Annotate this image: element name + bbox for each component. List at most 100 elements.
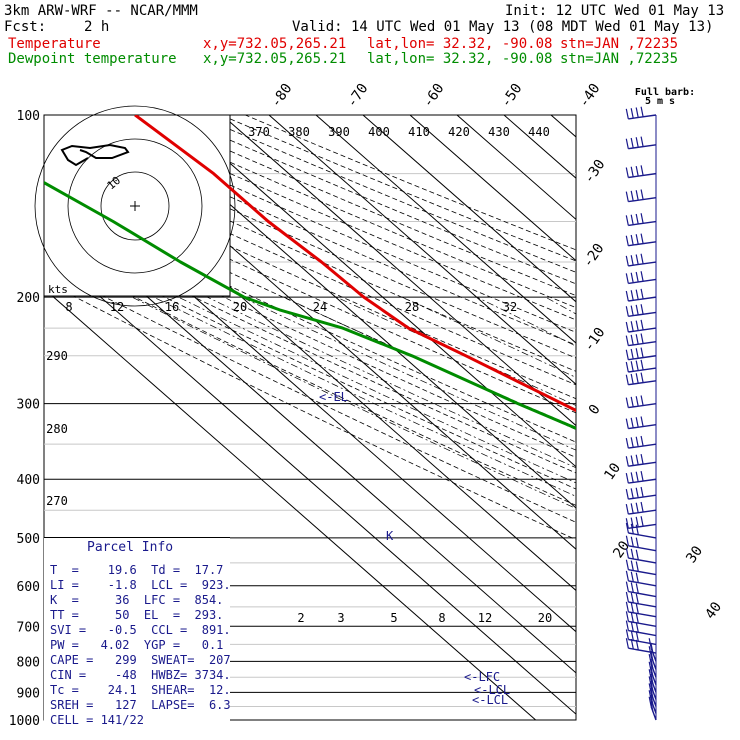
barb-flag: [648, 676, 652, 687]
isotherm-label: -50: [498, 81, 526, 111]
isotherm-label: -10: [581, 325, 609, 355]
barb-flag: [640, 470, 644, 482]
wind-barb: [625, 136, 657, 150]
barb-shaft: [628, 545, 657, 552]
barb-flag: [625, 349, 629, 360]
theta-label: 430: [488, 125, 510, 139]
barb-flag: [635, 631, 639, 642]
dry-adiabat-line: [44, 122, 576, 359]
barb-flag: [650, 650, 654, 662]
barb-flag: [630, 455, 634, 466]
wind-barb-units: 5 m s: [645, 96, 675, 107]
isotherm-line: [456, 115, 576, 221]
wind-barb: [625, 395, 657, 409]
barb-flag: [630, 592, 634, 603]
barb-flag: [630, 305, 634, 316]
wind-barb: [648, 690, 657, 714]
pressure-label: 600: [17, 580, 40, 595]
barb-flag: [625, 601, 629, 613]
speed-label: 8: [65, 300, 72, 314]
barb-flag: [640, 333, 644, 344]
barb-flag: [630, 255, 634, 266]
isotherm-label: -80: [268, 81, 296, 111]
barb-flag: [625, 335, 629, 346]
parcel-row-sreh: SREH = 127 LAPSE= 6.3: [50, 698, 231, 712]
wind-barb: [625, 165, 657, 179]
parcel-row-svi: SVI = -0.5 CCL = 891.: [50, 623, 231, 637]
wind-barb-label: Full barb:: [635, 87, 695, 98]
parcel-row-tt: TT = 50 EL = 293.: [50, 608, 224, 622]
moist-adiabat-line: [401, 296, 576, 378]
header-valid: Valid: 14 UTC Wed 01 May 13 (08 MDT Wed …: [292, 19, 714, 35]
mixing-ratio-label: 12: [478, 611, 492, 625]
wind-barb: [625, 559, 657, 576]
barb-flag: [630, 137, 634, 149]
dewpoint-xy: x,y=732.05,265.21: [203, 51, 347, 67]
dewpoint-stn: stn=JAN ,72235: [560, 51, 679, 67]
barb-flag: [640, 395, 644, 406]
wind-barb: [625, 213, 657, 227]
isotherm-label: -20: [580, 241, 608, 271]
hodograph-trace: [60, 143, 130, 167]
barb-flag: [630, 621, 634, 632]
barb-flag: [640, 516, 644, 527]
legend-dewpoint: Dewpoint temperature: [8, 51, 177, 67]
theta-side-label: 290: [46, 349, 68, 363]
barb-flag: [640, 189, 644, 200]
isotherm-line: [268, 115, 576, 385]
pressure-label: 700: [17, 620, 40, 635]
barb-flag: [625, 418, 629, 429]
barb-shaft: [628, 478, 657, 484]
barb-flag: [630, 321, 634, 332]
barb-flag: [630, 373, 634, 385]
barb-flag: [650, 687, 654, 699]
barb-flag: [635, 304, 639, 316]
barb-flag: [635, 603, 639, 614]
mixing-ratio-label: 20: [538, 611, 552, 625]
isotherm-line: [44, 288, 537, 720]
moist-adiabat-line: [283, 296, 576, 431]
barb-flag: [625, 456, 629, 467]
wind-barb: [625, 271, 657, 285]
barb-flag: [640, 288, 644, 300]
barb-flag: [640, 416, 644, 427]
barb-flag: [635, 622, 639, 633]
parcel-row-cell: CELL = 141/22: [50, 713, 144, 727]
barb-flag: [625, 108, 629, 120]
barb-flag: [625, 535, 629, 546]
level-annotation: <-LFC: [464, 670, 500, 684]
wind-barb: [625, 486, 657, 500]
isotherm-label: 40: [702, 599, 725, 622]
isotherm-line: [315, 115, 576, 344]
wind-barb: [625, 453, 657, 467]
temperature-xy: x,y=732.05,265.21: [203, 36, 347, 52]
dry-adiabat-line: [44, 196, 576, 443]
dry-adiabat-line: [44, 170, 576, 414]
wind-barb: [625, 416, 657, 430]
barb-flag: [648, 696, 652, 707]
barb-flag: [635, 254, 639, 265]
header-model: 3km ARW-WRF -- NCAR/MMM: [4, 3, 198, 19]
dry-adiabat-line: [44, 236, 576, 490]
barb-flag: [630, 472, 634, 483]
wind-barb: [625, 372, 657, 386]
barb-flag: [635, 487, 639, 498]
wind-barb: [625, 581, 657, 598]
wind-barb: [625, 611, 657, 627]
wind-barb: [648, 646, 657, 670]
barb-flag: [635, 348, 639, 359]
barb-flag: [630, 272, 634, 283]
barb-flag: [648, 638, 652, 649]
barb-flag: [640, 233, 644, 244]
isotherm-line: [44, 246, 576, 715]
barb-flag: [635, 583, 639, 594]
pressure-label: 900: [17, 686, 40, 701]
barb-flag: [635, 537, 639, 548]
barb-flag: [625, 547, 629, 559]
barb-flag: [650, 680, 654, 692]
barb-flag: [635, 639, 639, 651]
moist-adiabat-line: [241, 296, 576, 451]
wind-barb: [625, 501, 657, 515]
speed-label: 32: [503, 300, 517, 314]
speed-label: 20: [233, 300, 247, 314]
